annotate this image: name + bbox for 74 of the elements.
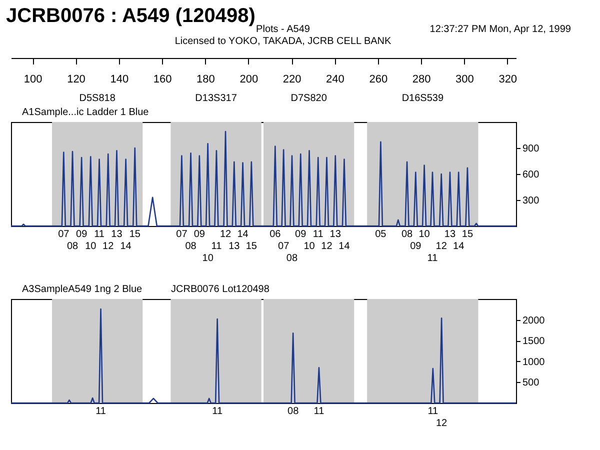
- y-tick-label: 500: [522, 378, 540, 389]
- annotation: 08: [286, 253, 298, 264]
- annotation: 12: [220, 229, 232, 240]
- annotation: 08: [185, 241, 197, 252]
- x-tick-label: 140: [110, 74, 129, 86]
- band-label: D7S820: [290, 93, 328, 104]
- annotation: 12: [436, 241, 448, 252]
- annotation: 12: [321, 241, 333, 252]
- annotation: 14: [338, 241, 350, 252]
- annotation: 13: [228, 241, 240, 252]
- annotation: 12: [436, 418, 448, 429]
- y-tick-label: 2000: [522, 315, 546, 326]
- annotation: 11: [94, 229, 105, 240]
- x-tick-label: 180: [196, 74, 215, 86]
- annotation: 06: [270, 229, 282, 240]
- annotation: 12: [102, 241, 114, 252]
- text: Licensed to YOKO, TAKADA, JCRB CELL BANK: [174, 36, 392, 47]
- annotation: 11: [428, 406, 439, 417]
- line-series: [10, 130, 517, 227]
- annotation: 15: [129, 229, 141, 240]
- annotation: 10: [202, 253, 214, 264]
- annotation: 09: [76, 229, 88, 240]
- annotation: 13: [330, 229, 342, 240]
- text: A3SampleA549 1ng 2 Blue: [22, 284, 143, 295]
- annotation: 13: [444, 229, 456, 240]
- text: 12:37:27 PM Mon, Apr 12, 1999: [430, 24, 572, 35]
- x-tick-label: 160: [153, 74, 172, 86]
- annotation: 14: [120, 241, 132, 252]
- text: Plots - A549: [256, 24, 310, 35]
- annotation: 08: [401, 229, 414, 240]
- y-tick-label: 600: [522, 170, 540, 180]
- annotation: 08: [288, 406, 300, 417]
- x-tick-label: 260: [369, 74, 388, 86]
- x-tick-label: 300: [456, 74, 474, 86]
- annotation: 11: [211, 241, 222, 252]
- x-tick-label: 240: [326, 74, 344, 86]
- line-series: [10, 308, 517, 404]
- annotation: 11: [314, 406, 325, 417]
- x-tick-label: 120: [67, 74, 86, 86]
- y-tick-label: 300: [522, 196, 540, 206]
- annotation: 07: [176, 229, 188, 240]
- chart-title: JCRB0076 : A549 (120498): [6, 5, 256, 27]
- annotation: 09: [295, 229, 307, 240]
- band-label: D16S539: [402, 93, 444, 104]
- x-tick-label: 320: [498, 74, 518, 86]
- annotation: 11: [212, 406, 223, 417]
- annotation: 10: [418, 229, 430, 240]
- annotation: 15: [246, 241, 258, 252]
- text: JCRB0076 Lot120498: [171, 284, 270, 295]
- annotation: 14: [453, 241, 465, 252]
- annotation: 10: [304, 241, 316, 252]
- x-tick-label: 200: [240, 74, 258, 86]
- annotation: 09: [194, 229, 206, 240]
- annotation: 13: [111, 229, 123, 240]
- annotation: 11: [427, 253, 438, 264]
- x-tick-label: 220: [282, 74, 302, 86]
- annotation: 05: [375, 229, 387, 240]
- annotation: 09: [410, 241, 422, 252]
- band-label: D13S317: [195, 93, 238, 104]
- annotation: 11: [96, 406, 106, 417]
- x-tick-label: 280: [412, 74, 431, 86]
- text: A1Sample...ic Ladder 1 Blue: [22, 107, 150, 118]
- band-label: D5S818: [79, 93, 116, 104]
- y-tick-label: 1000: [522, 356, 546, 368]
- annotation: 11: [312, 229, 324, 240]
- annotation: 15: [462, 229, 474, 240]
- annotation: 07: [58, 229, 70, 240]
- annotation: 14: [237, 229, 249, 240]
- y-tick-label: 1500: [522, 336, 546, 348]
- x-tick-label: 100: [24, 74, 42, 86]
- y-tick-label: 900: [522, 144, 540, 154]
- annotation: 08: [66, 241, 79, 252]
- annotation: 10: [85, 241, 97, 252]
- annotation: 07: [278, 241, 290, 252]
